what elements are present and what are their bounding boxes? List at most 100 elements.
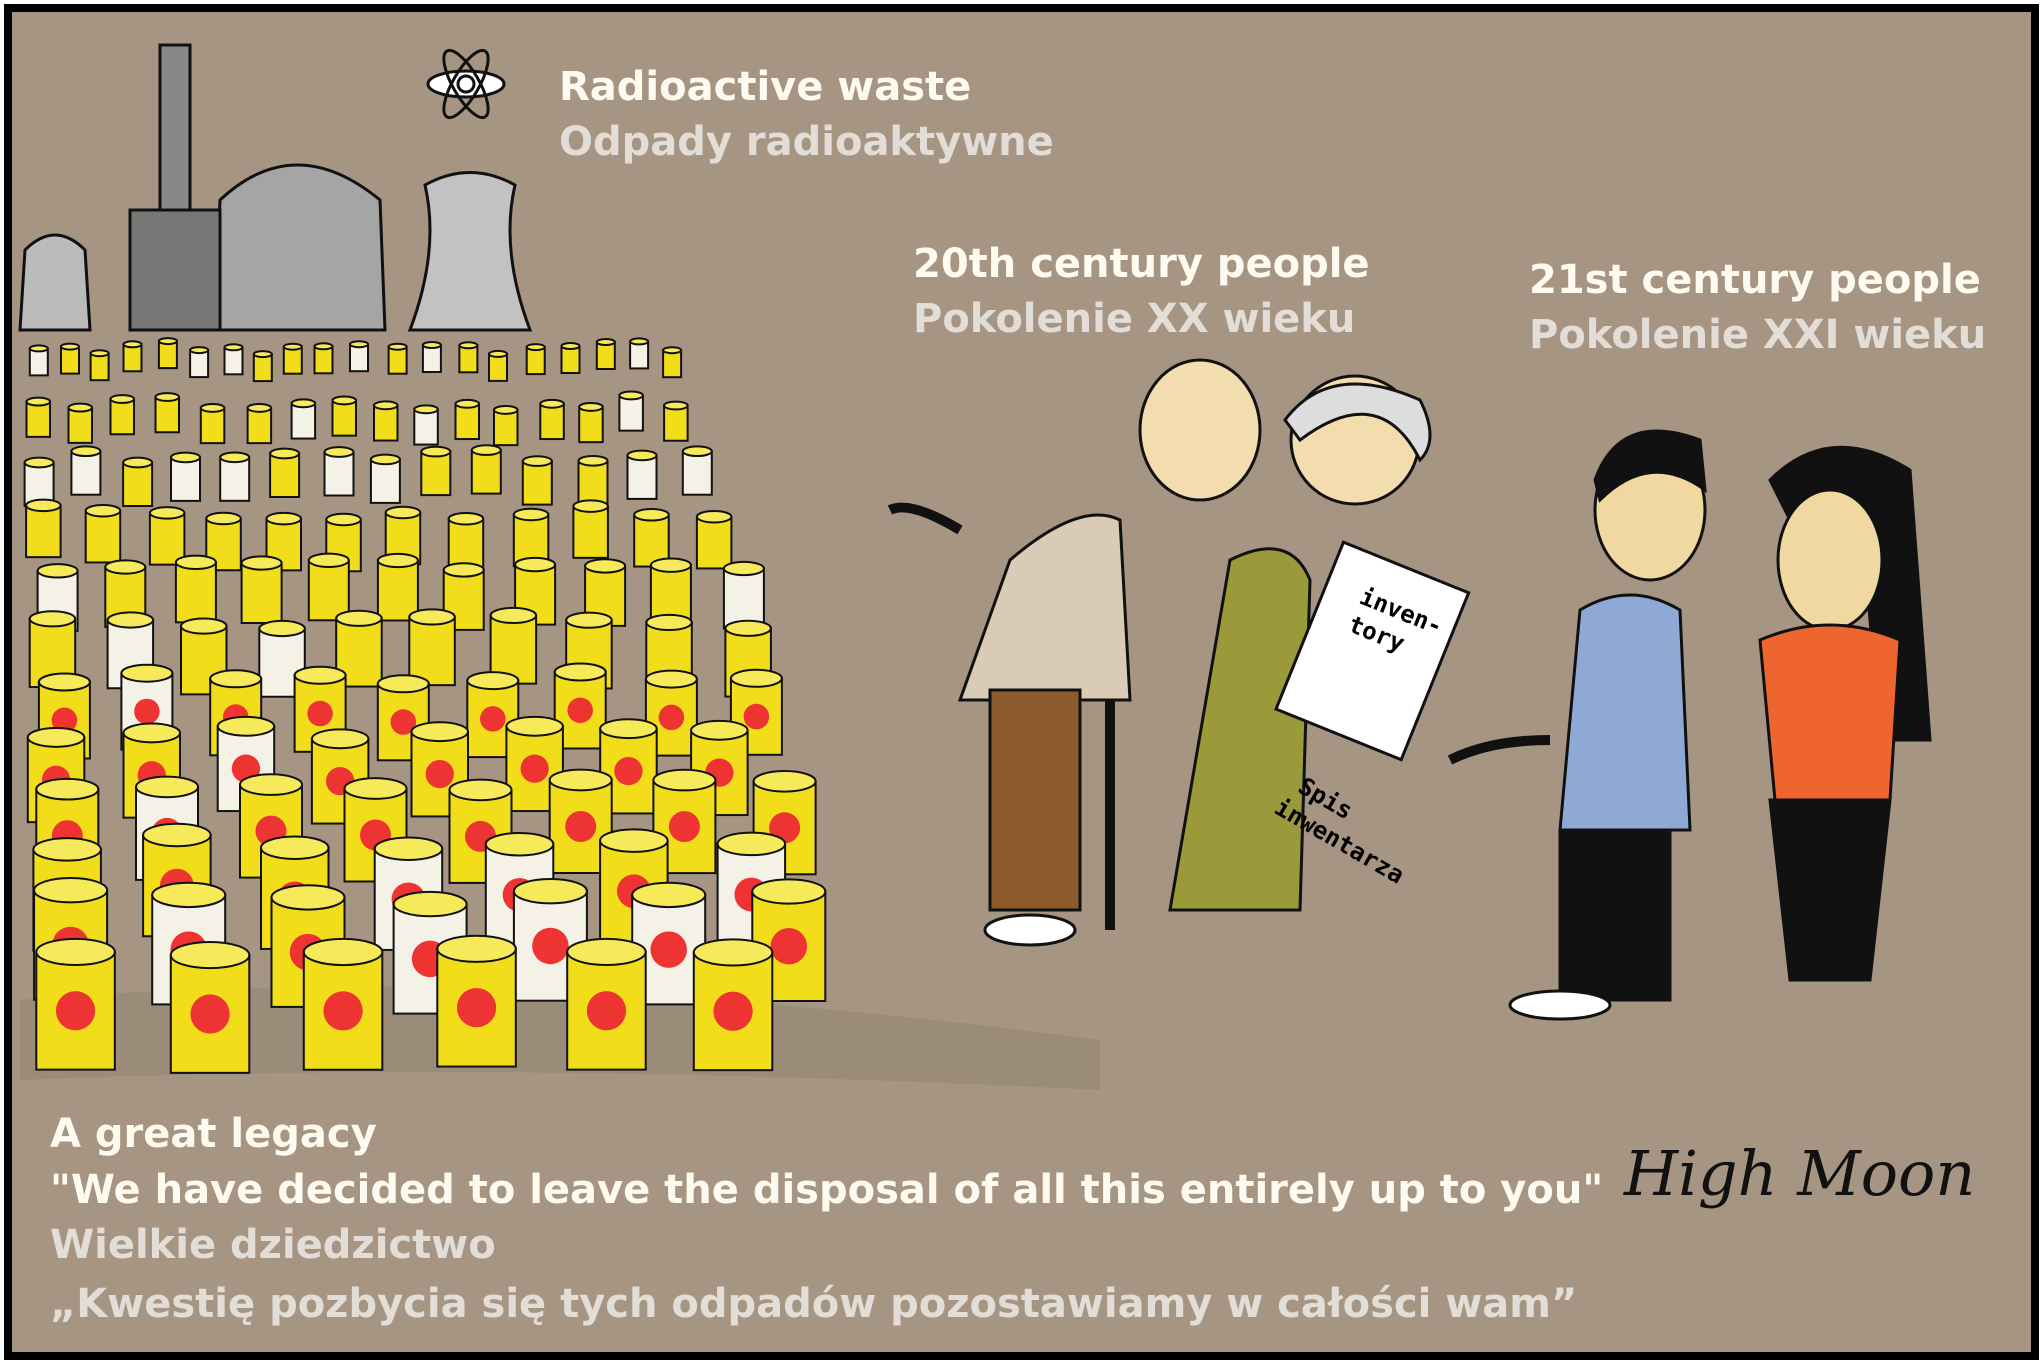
barrel-top: [663, 347, 681, 353]
hazard-sign: [134, 699, 160, 725]
barrel-top: [449, 513, 484, 525]
barrel: [494, 406, 518, 445]
barrel: [333, 396, 357, 435]
barrel: [36, 939, 115, 1070]
barrel-top: [555, 664, 606, 681]
barrel-top: [143, 824, 211, 847]
barrel: [30, 345, 48, 375]
group-label-pl: Pokolenie XX wieku: [913, 296, 1355, 342]
hazard-sign: [567, 698, 593, 724]
barrel-top: [30, 611, 75, 626]
barrel-top: [304, 939, 383, 965]
barrel-top: [579, 456, 608, 466]
barrel-body: [156, 397, 180, 432]
barrel: [248, 404, 272, 443]
barrel-body: [414, 409, 438, 444]
barrel: [91, 350, 109, 380]
barrel-top: [150, 507, 185, 519]
barrel-top: [38, 564, 78, 577]
barrel-top: [210, 670, 261, 687]
title-pl: Odpady radioaktywne: [559, 119, 1054, 165]
caption-quote-pl: „Kwestię pozbycia się tych odpadów pozos…: [50, 1281, 1577, 1327]
barrel-body: [597, 342, 615, 369]
barrel-top: [683, 446, 712, 456]
barrel-body: [292, 403, 316, 438]
barrel-body: [494, 410, 518, 445]
barrel-top: [754, 771, 816, 792]
barrel-top: [152, 883, 225, 907]
barrel-top: [309, 554, 349, 567]
barrel: [150, 507, 185, 565]
barrel: [421, 447, 450, 495]
barrel-top: [111, 395, 135, 403]
barrel: [683, 446, 712, 494]
hazard-sign: [521, 755, 549, 783]
barrel: [201, 404, 225, 443]
barrel-body: [225, 347, 243, 374]
barrel-top: [506, 717, 563, 736]
barrel: [225, 344, 243, 374]
barrel: [171, 453, 200, 501]
barrel-top: [105, 560, 145, 573]
barrel: [634, 509, 669, 567]
barrel-top: [725, 621, 771, 636]
barrel-top: [270, 449, 299, 459]
barrel-top: [632, 883, 705, 907]
barrel-top: [108, 612, 154, 627]
signature: High Moon: [1623, 1137, 1975, 1210]
hazard-sign: [713, 992, 752, 1031]
barrel: [579, 456, 608, 504]
barrel-body: [619, 395, 643, 430]
barrel: [171, 942, 250, 1073]
barrel-top: [190, 347, 208, 353]
barrel-body: [176, 562, 216, 622]
cartoon: Radioactive waste Odpady radioaktywne 20…: [0, 0, 2043, 1364]
barrel: [423, 342, 441, 372]
barrel-body: [527, 347, 545, 374]
barrel: [284, 344, 302, 374]
barrel: [242, 556, 282, 623]
hazard-sign: [480, 706, 506, 732]
barrel-top: [272, 885, 345, 909]
barrel-top: [619, 391, 643, 399]
title: Radioactive waste: [559, 64, 971, 110]
barrel-top: [201, 404, 225, 412]
barrel-body: [579, 461, 608, 505]
barrel-top: [181, 619, 227, 634]
barrel-body: [124, 344, 142, 371]
barrel-top: [718, 833, 786, 856]
barrel: [628, 451, 657, 499]
hazard-sign: [190, 994, 229, 1033]
barrel-top: [527, 344, 545, 350]
barrel-body: [389, 347, 407, 374]
barrel: [111, 395, 135, 434]
barrel-top: [218, 717, 275, 736]
barrel-body: [562, 346, 580, 373]
barrel-top: [69, 404, 93, 412]
barrel-top: [124, 723, 181, 742]
barrel-top: [34, 878, 107, 902]
barrel-body: [472, 450, 501, 494]
hazard-sign: [659, 705, 685, 731]
barrel-top: [731, 670, 782, 687]
barrel-body: [242, 563, 282, 623]
barrel-body: [30, 348, 48, 375]
barrel: [61, 344, 79, 374]
barrel-top: [489, 351, 507, 357]
barrel: [304, 939, 383, 1070]
group-label: 21st century people: [1529, 257, 1981, 303]
hazard-sign: [307, 701, 333, 727]
barrel-top: [225, 344, 243, 350]
barrel-body: [111, 399, 135, 434]
barrel-body: [371, 459, 400, 503]
barrel-top: [579, 403, 603, 411]
barrel-top: [634, 509, 669, 521]
barrel-body: [409, 617, 455, 685]
barrel-body: [61, 347, 79, 374]
barrel-top: [248, 404, 272, 412]
barrel-body: [663, 350, 681, 377]
barrel-top: [653, 770, 715, 791]
barrel-top: [26, 500, 61, 512]
barrel-top: [444, 563, 484, 576]
hazard-sign: [614, 757, 642, 785]
